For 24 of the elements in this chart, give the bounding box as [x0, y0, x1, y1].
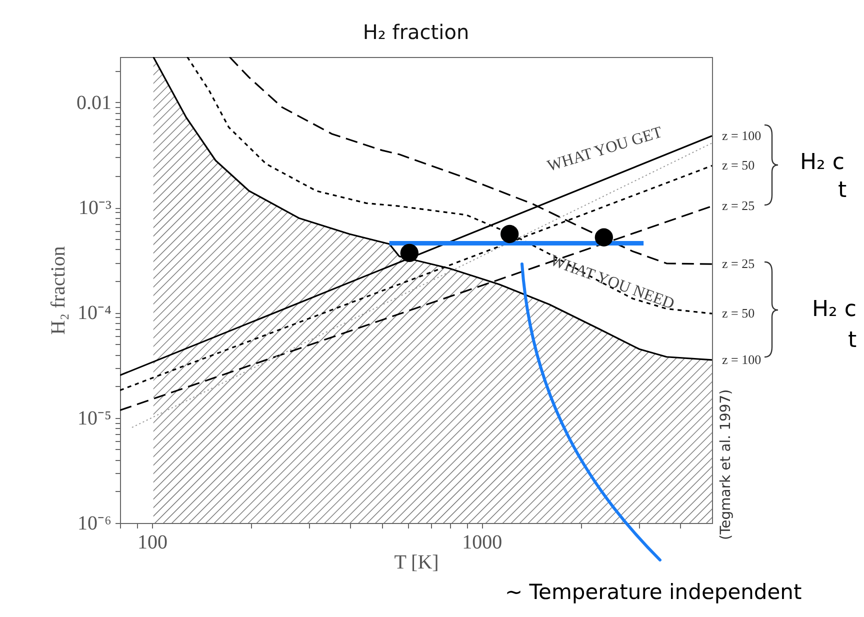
text: (Tegmark et al. 1997) — [718, 389, 734, 540]
y-tick-label: 10⁻³ — [78, 197, 112, 220]
annotation: WHAT YOU GET — [545, 124, 665, 176]
text: t — [838, 178, 847, 203]
chart-title: H₂ fraction — [362, 20, 470, 44]
text: H₂ c — [800, 150, 844, 175]
y-tick-label: 0.01 — [76, 92, 112, 114]
series-label: z = 25 — [722, 198, 755, 214]
text: ~ Temperature independent — [505, 580, 802, 604]
text: H₂ c — [812, 297, 856, 322]
y-tick-label: 10⁻⁵ — [78, 407, 112, 430]
series-label: z = 50 — [722, 158, 755, 173]
series-label: z = 50 — [722, 306, 755, 321]
x-tick-label: 100 — [137, 532, 168, 554]
y-axis-title: H₂ fraction — [48, 246, 70, 335]
series-label: z = 25 — [722, 256, 755, 272]
series-label: z = 100 — [722, 128, 762, 143]
y-tick-label: 10⁻⁶ — [78, 512, 112, 534]
series-label: z = 100 — [722, 352, 762, 367]
annotation: WHAT YOU NEED — [548, 252, 676, 314]
text: t — [848, 328, 857, 353]
y-tick-label: 10⁻⁴ — [78, 302, 112, 324]
x-tick-label: 1000 — [462, 532, 502, 554]
x-axis-title: T [K] — [394, 552, 439, 574]
